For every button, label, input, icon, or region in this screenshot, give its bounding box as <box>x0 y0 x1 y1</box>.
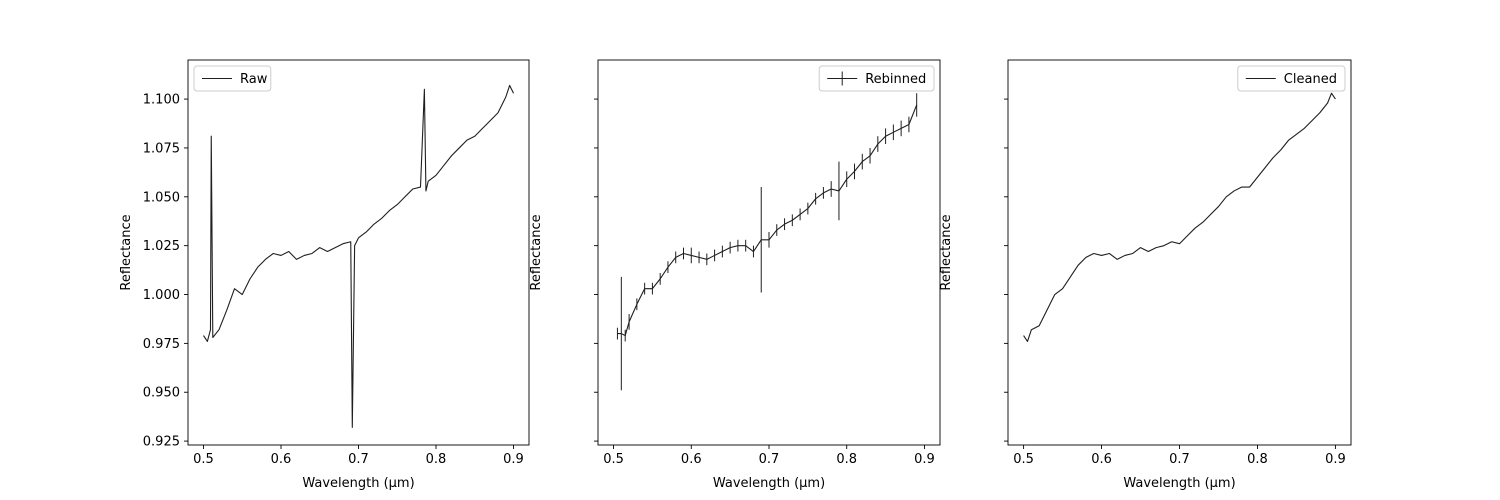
cleaned-series-line <box>1023 92 1336 342</box>
x-tick-label: 0.9 <box>503 452 524 467</box>
raw-plot-panel: 0.5 0.6 0.7 0.8 0.9 0.925 0.950 0.975 1.000 1.025… <box>119 59 530 491</box>
x-tick-label: 0.5 <box>193 452 214 467</box>
y-tick-label: 0.925 <box>143 435 180 450</box>
cleaned-plot-panel: 0.5 0.6 0.7 0.8 0.9 Wavelength (μm) Reflectanc… <box>939 59 1352 491</box>
axes-frame <box>1007 59 1352 446</box>
x-tick-label: 0.6 <box>681 452 702 467</box>
legend: Cleaned <box>1237 65 1346 92</box>
y-axis-label: Reflectance <box>119 214 134 290</box>
x-tick-label: 0.6 <box>271 452 292 467</box>
y-tick-label: 1.000 <box>143 288 180 303</box>
x-tick-label: 0.5 <box>603 452 624 467</box>
series-group <box>203 84 514 428</box>
x-axis-label: Wavelength (μm) <box>1123 476 1235 491</box>
y-tick-label: 0.975 <box>143 337 180 352</box>
x-tick-label: 0.8 <box>426 452 447 467</box>
x-tick-label: 0.9 <box>1325 452 1346 467</box>
y-axis-label: Reflectance <box>529 214 544 290</box>
legend-label: Raw <box>240 72 268 87</box>
rebinned-series-line <box>617 104 918 337</box>
axes-frame <box>187 59 530 446</box>
legend-label: Cleaned <box>1284 72 1337 87</box>
y-tick-label: 1.050 <box>143 190 180 205</box>
series-group <box>616 93 918 391</box>
legend-box <box>1237 65 1346 92</box>
legend-label: Rebinned <box>865 72 926 87</box>
x-axis-label: Wavelength (μm) <box>302 476 414 491</box>
x-tick-label: 0.7 <box>759 452 780 467</box>
rebinned-plot-panel: 0.5 0.6 0.7 0.8 0.9 Wavelength (μm) Reflectanc… <box>529 59 941 491</box>
axes-frame <box>597 59 941 446</box>
x-tick-label: 0.8 <box>1247 452 1268 467</box>
y-tick-label: 1.025 <box>143 239 180 254</box>
legend-box <box>818 65 935 92</box>
series-group <box>1023 92 1336 342</box>
legend: Raw <box>193 65 272 92</box>
x-axis-label: Wavelength (μm) <box>713 476 825 491</box>
x-tick-label: 0.8 <box>836 452 857 467</box>
legend: Rebinned <box>818 65 935 92</box>
x-tick-label: 0.7 <box>1169 452 1190 467</box>
y-tick-label: 1.100 <box>143 93 180 108</box>
raw-series-line <box>203 84 514 428</box>
x-tick-label: 0.6 <box>1091 452 1112 467</box>
x-tick-label: 0.7 <box>348 452 369 467</box>
y-tick-label: 0.950 <box>143 386 180 401</box>
x-tick-label: 0.5 <box>1013 452 1034 467</box>
legend-box <box>193 65 272 92</box>
y-tick-label: 1.075 <box>143 141 180 156</box>
y-axis-label: Reflectance <box>939 214 954 290</box>
x-tick-label: 0.9 <box>914 452 935 467</box>
